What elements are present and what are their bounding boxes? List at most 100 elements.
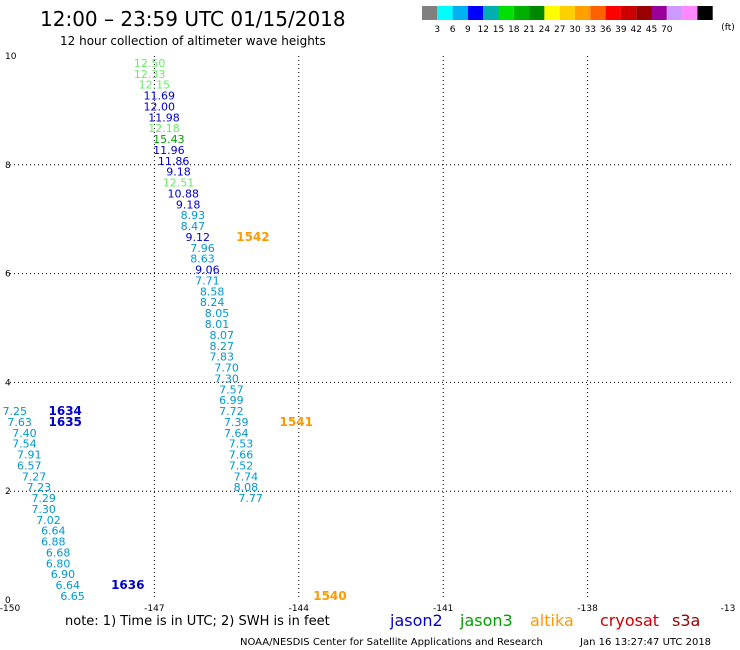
- wave-height-point: 9.18: [166, 166, 191, 179]
- color-scale-swatch: [529, 6, 545, 20]
- wave-height-point: 9.06: [195, 264, 220, 277]
- wave-height-point: 11.98: [148, 111, 180, 124]
- x-tick-label: -141: [433, 604, 453, 614]
- color-scale-swatch: [636, 6, 652, 20]
- wave-height-point: 7.64: [224, 427, 249, 440]
- wave-height-point: 7.40: [12, 427, 37, 440]
- color-scale-swatch: [620, 6, 637, 20]
- color-scale-swatch: [590, 6, 606, 20]
- wave-height-point: 7.23: [27, 481, 52, 494]
- wave-height-point: 7.39: [224, 416, 249, 429]
- wave-height-point: 6.64: [41, 525, 66, 538]
- wave-height-point: 7.63: [7, 416, 32, 429]
- satellite-legend-entry: cryosat: [600, 611, 659, 630]
- wave-height-point: 11.69: [143, 90, 175, 103]
- wave-height-point: 7.91: [17, 449, 42, 462]
- wave-height-point: 12.15: [139, 79, 171, 92]
- color-scale-label: 42: [630, 25, 641, 35]
- wave-height-point: 7.29: [31, 492, 56, 505]
- wave-height-point: 7.27: [22, 470, 47, 483]
- color-scale-label: 18: [508, 25, 520, 35]
- wave-height-point: 6.90: [51, 568, 76, 581]
- wave-height-point: 7.30: [214, 372, 239, 385]
- color-scale-swatch: [559, 6, 575, 20]
- track-label: 1635: [49, 415, 82, 429]
- color-scale-label: 39: [615, 25, 627, 35]
- color-scale-swatch: [467, 6, 484, 20]
- data-points: 12.5012.3312.1511.6912.0011.9812.1815.43…: [3, 57, 263, 603]
- footer-timestamp: Jan 16 13:27:47 UTC 2018: [579, 637, 711, 648]
- wave-height-point: 6.80: [46, 557, 71, 570]
- track-label: 1634: [49, 404, 82, 418]
- page-subtitle: 12 hour collection of altimeter wave hei…: [60, 34, 326, 48]
- color-scale-swatch: [483, 6, 499, 20]
- wave-height-point: 9.18: [176, 198, 201, 211]
- wave-height-point: 8.58: [200, 285, 225, 298]
- wave-height-point: 7.30: [31, 503, 56, 516]
- wave-height-point: 8.24: [200, 296, 225, 309]
- color-scale-swatch: [437, 6, 453, 20]
- wave-height-point: 11.86: [158, 155, 190, 168]
- wave-height-point: 6.64: [56, 579, 81, 592]
- color-scale-swatch: [575, 6, 591, 20]
- y-tick-label: 4: [5, 378, 11, 388]
- x-tick-label: -147: [144, 604, 164, 614]
- wave-height-point: 10.88: [168, 187, 200, 200]
- footer-credit: NOAA/NESDIS Center for Satellite Applica…: [240, 637, 543, 648]
- wave-height-point: 8.07: [210, 329, 235, 342]
- color-scale-label: 27: [554, 25, 565, 35]
- gridlines: [10, 56, 732, 600]
- color-scale-swatch: [544, 6, 560, 20]
- color-scale-swatch: [651, 6, 667, 20]
- wave-height-point: 7.72: [219, 405, 244, 418]
- color-scale-swatch: [452, 6, 468, 20]
- x-tick-label: -144: [289, 604, 310, 614]
- wave-height-point: 7.70: [214, 362, 239, 375]
- track-label: 1636: [111, 578, 144, 592]
- color-scale-label: 9: [465, 25, 471, 35]
- color-scale-label: 15: [493, 25, 504, 35]
- wave-height-point: 8.08: [234, 481, 259, 494]
- wave-height-point: 6.88: [41, 536, 66, 549]
- wave-height-point: 11.96: [153, 144, 185, 157]
- wave-height-point: 12.18: [148, 122, 180, 135]
- wave-height-point: 8.05: [205, 307, 230, 320]
- wave-height-point: 12.00: [143, 100, 175, 113]
- color-scale-swatch: [513, 6, 530, 20]
- color-scale-label: 24: [539, 25, 551, 35]
- wave-height-point: 7.57: [219, 383, 244, 396]
- color-scale-legend: 3 6 9 12 15 18 21 24 27 30 33 36 39 42 45 70: [422, 6, 713, 35]
- wave-height-point: 6.68: [46, 546, 71, 559]
- satellite-legend-entry: jason3: [459, 611, 513, 630]
- y-tick-label: 2: [5, 487, 11, 497]
- color-scale-swatch: [682, 6, 698, 20]
- track-label: 1542: [236, 230, 269, 244]
- wave-height-point: 7.52: [229, 459, 254, 472]
- wave-height-point: 12.51: [163, 177, 195, 190]
- footer-note: note: 1) Time is in UTC; 2) SWH is in fe…: [65, 614, 330, 629]
- color-scale-label: 21: [523, 25, 534, 35]
- satellite-legend: jason2 jason3 altika cryosat s3a: [389, 611, 700, 630]
- satellite-legend-entry: jason2: [389, 611, 443, 630]
- wave-height-point: 7.77: [238, 492, 263, 505]
- wave-height-point: 7.74: [234, 470, 259, 483]
- y-tick-label: 0: [5, 596, 11, 606]
- wave-height-point: 9.12: [185, 231, 210, 244]
- wave-height-point: 6.57: [17, 459, 42, 472]
- color-scale-swatch: [666, 6, 683, 20]
- color-scale-swatch: [422, 6, 438, 20]
- wave-height-point: 7.25: [3, 405, 28, 418]
- color-scale-unit: (ft): [721, 23, 735, 33]
- wave-height-point: 12.33: [134, 68, 166, 81]
- y-tick-label: 6: [5, 270, 11, 280]
- wave-height-point: 7.71: [195, 274, 220, 287]
- x-tick-label: -138: [577, 604, 598, 614]
- satellite-legend-entry: altika: [530, 611, 574, 630]
- wave-height-point: 7.83: [210, 351, 235, 364]
- wave-height-point: 7.66: [229, 449, 254, 462]
- color-scale-label: 45: [646, 25, 657, 35]
- wave-height-point: 8.63: [190, 253, 215, 266]
- wave-height-point: 8.93: [181, 209, 206, 222]
